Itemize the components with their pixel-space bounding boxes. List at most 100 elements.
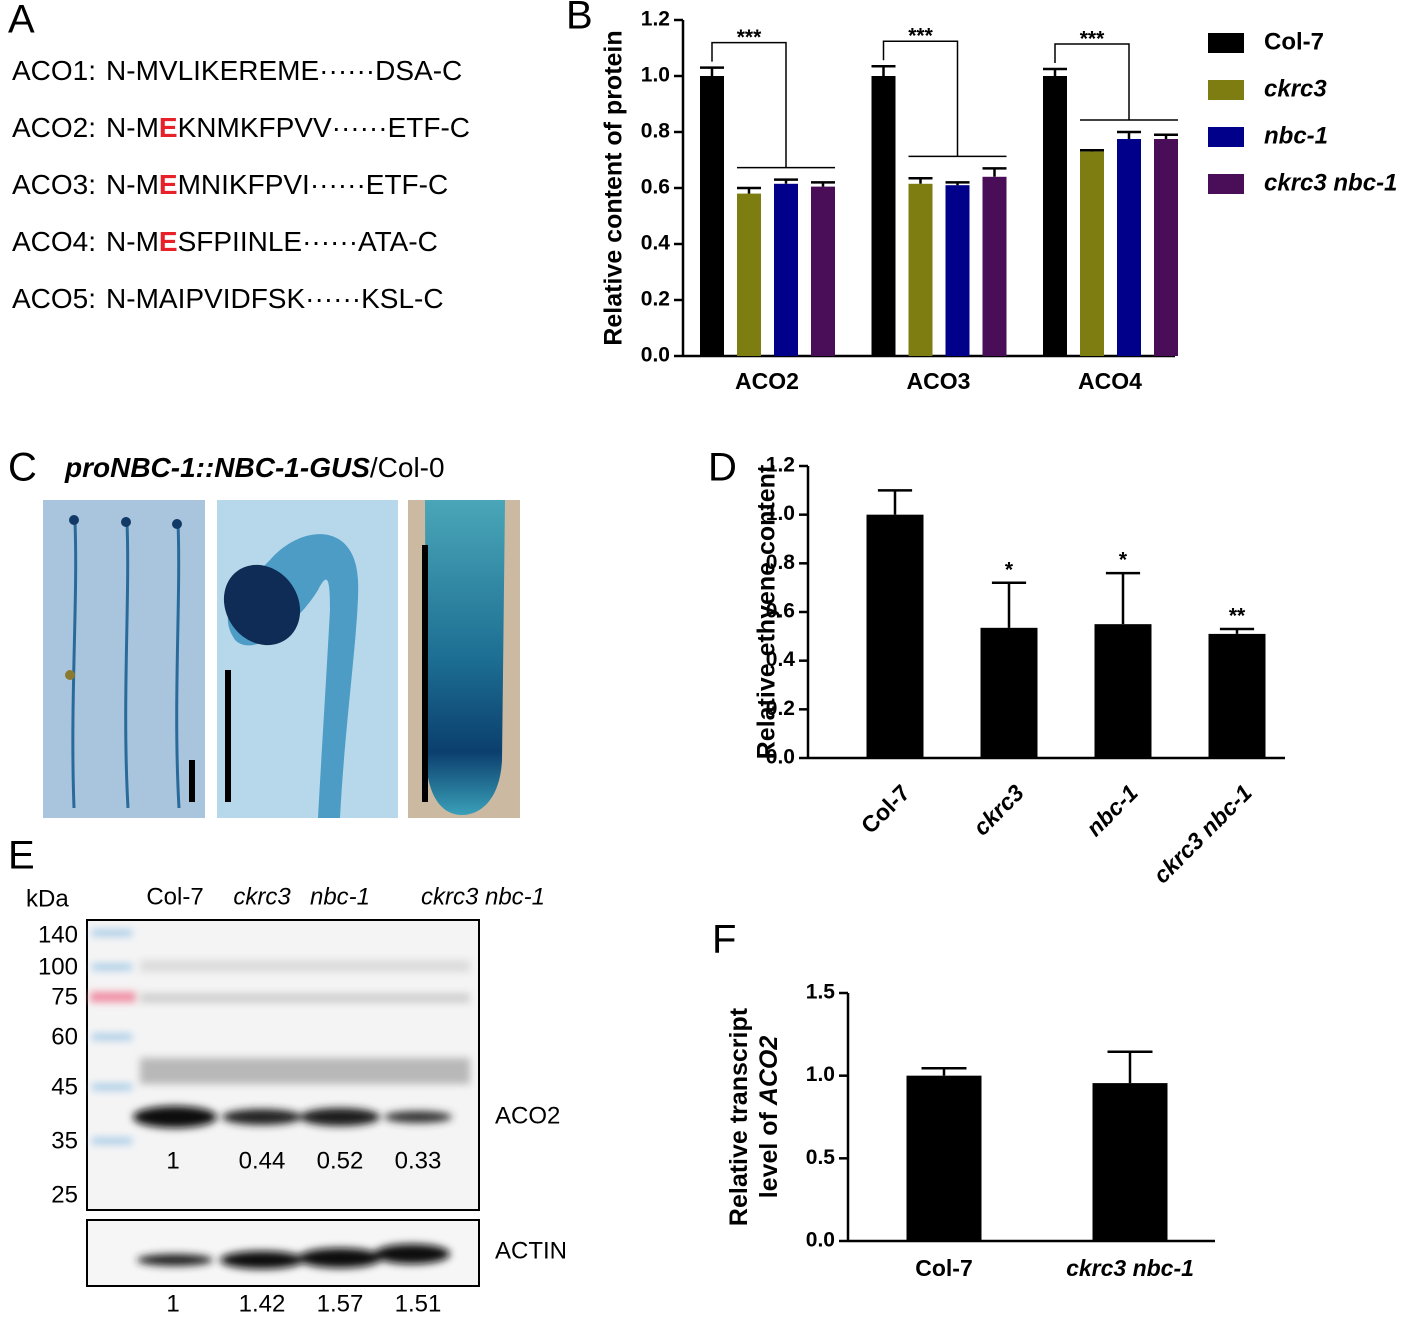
- band-quantity: 1: [166, 1290, 179, 1317]
- significance-bracket: [1054, 43, 1178, 121]
- cotyledon: [69, 515, 79, 525]
- y-tick-label: 0.2: [641, 288, 670, 311]
- error-bar: [811, 181, 835, 187]
- sequence-row: ACO1: N-MVLIKEREME······DSA-C: [12, 55, 462, 86]
- x-tick-label: nbc-1: [1081, 779, 1143, 841]
- sequence-name: ACO1:: [12, 55, 96, 86]
- bar: [700, 76, 724, 356]
- legend-swatch: [1208, 33, 1244, 53]
- seed: [65, 670, 75, 680]
- legend-label: ckrc3 nbc-1: [1264, 169, 1397, 196]
- bar: [811, 186, 835, 356]
- x-tick-label: ckrc3 nbc-1: [1066, 1255, 1194, 1281]
- significance-label: ***: [1080, 28, 1105, 51]
- sequence-part: N-M: [106, 226, 159, 257]
- significance-label: **: [1229, 605, 1246, 628]
- scale-bar: [189, 760, 195, 802]
- error-bar: [774, 178, 798, 184]
- sequence-part: N-M: [106, 112, 159, 143]
- cotyledon: [121, 517, 131, 527]
- legend-swatch: [1208, 174, 1244, 194]
- sequence-name: ACO5:: [12, 283, 96, 314]
- error-bar: [991, 581, 1027, 628]
- band-quantity: 1: [166, 1147, 179, 1174]
- error-bar: [1107, 1050, 1153, 1084]
- sequence-part: N-MAIPVIDFSK······KSL-C: [106, 283, 444, 314]
- sequence-name: ACO3:: [12, 169, 96, 200]
- significance-label: *: [1119, 549, 1128, 572]
- error-bar: [700, 66, 724, 76]
- label-part: ACO2: [755, 1036, 783, 1107]
- marker-label: 25: [51, 1181, 78, 1208]
- cotyledon: [172, 519, 182, 529]
- unit-label: kDa: [26, 885, 69, 912]
- x-tick-label: ckrc3: [968, 779, 1029, 840]
- x-tick-label: Col-7: [915, 1255, 973, 1281]
- marker-label: 45: [51, 1073, 78, 1100]
- error-bar: [877, 489, 913, 515]
- legend-label: ckrc3: [1264, 75, 1327, 102]
- bar: [871, 76, 896, 356]
- panel-label: B: [566, 0, 593, 38]
- y-tick-label: 0.5: [806, 1146, 836, 1169]
- y-tick-label: 0.0: [641, 344, 670, 367]
- sequence-row: ACO4: N-MESFPIINLE······ATA-C: [12, 226, 438, 257]
- significance-bracket: [711, 41, 835, 169]
- error-bar: [982, 167, 1007, 177]
- bar: [908, 183, 933, 356]
- error-bar: [1080, 148, 1104, 152]
- sequence-row: ACO2: N-MEKNMKFPVV······ETF-C: [12, 112, 470, 143]
- band-quantity: 0.52: [317, 1147, 364, 1174]
- significance-label: ***: [737, 26, 762, 49]
- y-tick-label: 0.6: [766, 600, 795, 623]
- bar: [1043, 76, 1067, 356]
- title-part: proNBC-1::NBC-1-GUS: [64, 452, 370, 483]
- y-tick-label: 0.4: [766, 648, 796, 671]
- significance-bracket: [882, 40, 1007, 158]
- y-tick-label: 1.5: [806, 981, 836, 1004]
- x-tick-label: Col-7: [856, 779, 915, 838]
- marker-label: 35: [51, 1127, 78, 1154]
- x-tick-label: ckrc3 nbc-1: [1148, 779, 1257, 888]
- error-bar: [871, 64, 896, 76]
- error-bar: [921, 1066, 967, 1076]
- y-tick-label: 1.2: [641, 8, 670, 31]
- sequence-name: ACO4:: [12, 226, 96, 257]
- y-tick-label: 1.2: [766, 454, 795, 477]
- x-tick-label: ACO3: [907, 368, 971, 394]
- error-bar: [1154, 133, 1178, 139]
- y-tick-label: 0.2: [766, 697, 795, 720]
- seedling: [71, 521, 181, 809]
- y-tick-label: 0.0: [806, 1229, 835, 1252]
- x-tick-label: ACO4: [1078, 368, 1142, 394]
- sequence-part: KNMKFPVV······ETF-C: [178, 112, 470, 143]
- scale-bar: [225, 670, 231, 802]
- band-label: ACTIN: [495, 1237, 567, 1264]
- bar: [1092, 1083, 1168, 1241]
- bar: [1208, 633, 1266, 758]
- sequence-part: MNIKFPVI······ETF-C: [178, 169, 449, 200]
- panel-label: F: [712, 918, 736, 962]
- marker-label: 100: [38, 953, 78, 980]
- y-tick-label: 0.6: [641, 176, 670, 199]
- marker-label: 140: [38, 921, 78, 948]
- charts: 0.0 0.2 0.4 0.6 0.8 1.0 1.2 Relative content of…: [600, 8, 1398, 1282]
- panel-label: E: [8, 834, 35, 878]
- band-quantity: 0.33: [395, 1147, 442, 1174]
- ladder: [90, 930, 136, 1144]
- title-part: /Col-0: [370, 452, 445, 483]
- band-quantity: 1.51: [395, 1290, 442, 1317]
- bar: [1080, 151, 1104, 356]
- y-tick-label: 1.0: [806, 1063, 835, 1086]
- y-tick-label: 0.0: [766, 746, 795, 769]
- error-bar: [737, 186, 761, 194]
- root-tip: [425, 500, 505, 815]
- sequence-name: ACO2:: [12, 112, 96, 143]
- staining-title: proNBC-1::NBC-1-GUS/Col-0: [64, 452, 445, 483]
- lane-label: ckrc3 nbc-1: [421, 883, 545, 910]
- sequence-part: E: [159, 112, 178, 143]
- actin-bands: [137, 1244, 450, 1269]
- bar: [737, 193, 761, 356]
- error-bar: [1219, 627, 1255, 634]
